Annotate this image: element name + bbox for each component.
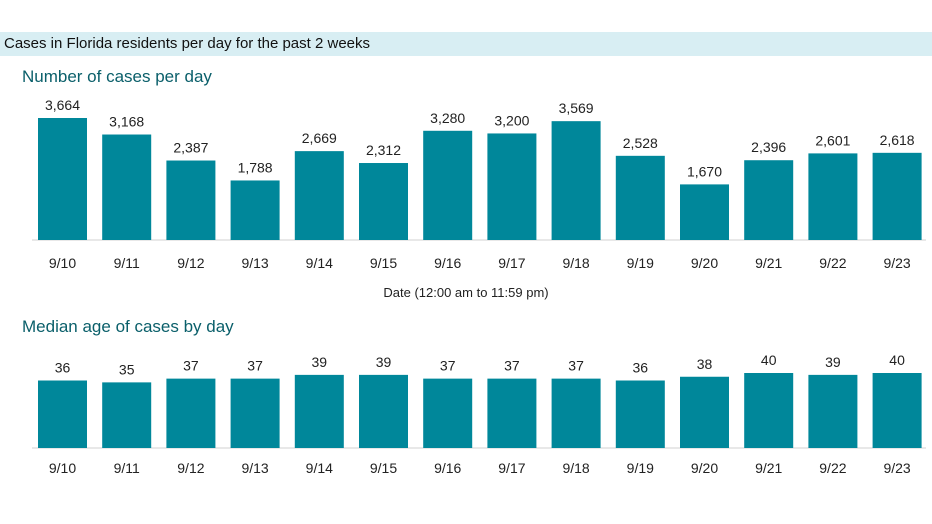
data-label: 2,528 xyxy=(623,135,658,151)
bar-9-17 xyxy=(487,378,537,448)
bar-9-11 xyxy=(102,134,152,240)
data-label: 2,387 xyxy=(173,140,208,156)
data-label: 2,618 xyxy=(880,132,915,148)
x-tick-label: 9/14 xyxy=(306,255,333,271)
chart-1-title: Number of cases per day xyxy=(22,67,212,86)
bar-9-11 xyxy=(102,382,152,448)
data-label: 37 xyxy=(247,358,263,374)
x-tick-label: 9/10 xyxy=(49,255,76,271)
bar-9-21 xyxy=(744,373,794,448)
x-tick-label: 9/10 xyxy=(49,460,76,476)
x-tick-label: 9/23 xyxy=(883,460,910,476)
bar-9-23 xyxy=(872,152,922,240)
header-title: Cases in Florida residents per day for t… xyxy=(4,35,371,52)
bar-9-19 xyxy=(615,155,665,240)
x-tick-label: 9/17 xyxy=(498,460,525,476)
bar-9-20 xyxy=(680,376,729,448)
data-label: 40 xyxy=(761,352,777,368)
data-label: 39 xyxy=(376,354,392,370)
data-label: 3,664 xyxy=(45,97,80,113)
data-label: 37 xyxy=(504,358,520,374)
x-tick-label: 9/16 xyxy=(434,255,461,271)
data-label: 36 xyxy=(55,360,71,376)
x-tick-label: 9/18 xyxy=(562,255,589,271)
x-tick-label: 9/21 xyxy=(755,255,782,271)
data-label: 35 xyxy=(119,361,135,377)
bar-9-18 xyxy=(551,121,601,240)
bar-9-18 xyxy=(551,378,601,448)
bar-9-15 xyxy=(359,163,408,240)
x-tick-label: 9/20 xyxy=(691,255,718,271)
bar-9-22 xyxy=(808,374,858,448)
data-label: 37 xyxy=(568,358,584,374)
data-label: 1,670 xyxy=(687,163,722,179)
data-label: 38 xyxy=(697,356,713,372)
bar-9-16 xyxy=(423,130,473,240)
x-tick-label: 9/15 xyxy=(370,460,397,476)
data-label: 2,669 xyxy=(302,130,337,146)
x-tick-label: 9/13 xyxy=(241,460,268,476)
x-tick-label: 9/11 xyxy=(114,255,140,271)
bar-9-10 xyxy=(38,380,87,448)
bar-9-20 xyxy=(680,184,729,240)
x-tick-label: 9/15 xyxy=(370,255,397,271)
x-tick-label: 9/14 xyxy=(306,460,333,476)
chart-2-title: Median age of cases by day xyxy=(22,317,234,336)
bar-9-12 xyxy=(166,378,216,448)
data-label: 39 xyxy=(825,354,841,370)
data-label: 37 xyxy=(440,358,456,374)
chart-1-xlabel: Date (12:00 am to 11:59 pm) xyxy=(383,285,549,300)
x-tick-label: 9/22 xyxy=(819,460,846,476)
bar-9-14 xyxy=(294,374,344,448)
bar-9-13 xyxy=(230,378,280,448)
x-tick-label: 9/12 xyxy=(177,255,204,271)
data-label: 3,200 xyxy=(494,112,529,128)
data-label: 37 xyxy=(183,358,199,374)
data-label: 3,280 xyxy=(430,110,465,126)
x-tick-label: 9/23 xyxy=(883,255,910,271)
bar-9-22 xyxy=(808,153,858,240)
bar-9-21 xyxy=(744,160,794,240)
data-label: 2,396 xyxy=(751,139,786,155)
bar-9-14 xyxy=(294,151,344,240)
x-tick-label: 9/12 xyxy=(177,460,204,476)
bar-9-23 xyxy=(872,373,922,448)
data-label: 1,788 xyxy=(238,159,273,175)
x-tick-label: 9/19 xyxy=(627,255,654,271)
x-tick-label: 9/17 xyxy=(498,255,525,271)
x-tick-label: 9/13 xyxy=(241,255,268,271)
cases-per-day-chart: 3,664 9/10 3,168 9/11 2,387 9/12 1,788 9/13 2,66… xyxy=(32,97,926,271)
x-tick-label: 9/22 xyxy=(819,255,846,271)
x-tick-label: 9/16 xyxy=(434,460,461,476)
median-age-chart: 36 9/10 35 9/11 37 9/12 37 9/13 39 9/14 39 9/15 37 9/… xyxy=(32,352,926,476)
header-bar: Cases in Florida residents per day for t… xyxy=(0,32,932,56)
x-tick-label: 9/21 xyxy=(755,460,782,476)
data-label: 40 xyxy=(889,352,905,368)
data-label: 2,312 xyxy=(366,142,401,158)
bar-9-15 xyxy=(359,374,408,448)
data-label: 36 xyxy=(633,360,649,376)
data-label: 39 xyxy=(312,354,328,370)
x-tick-label: 9/18 xyxy=(562,460,589,476)
bar-9-12 xyxy=(166,160,216,240)
bar-9-10 xyxy=(38,118,87,240)
x-tick-label: 9/11 xyxy=(114,460,140,476)
data-label: 3,569 xyxy=(559,100,594,116)
bar-9-16 xyxy=(423,378,473,448)
data-label: 3,168 xyxy=(109,114,144,130)
bar-9-17 xyxy=(487,133,537,240)
bar-9-13 xyxy=(230,180,280,240)
data-label: 2,601 xyxy=(815,132,850,148)
bar-9-19 xyxy=(615,380,665,448)
x-tick-label: 9/19 xyxy=(627,460,654,476)
x-tick-label: 9/20 xyxy=(691,460,718,476)
